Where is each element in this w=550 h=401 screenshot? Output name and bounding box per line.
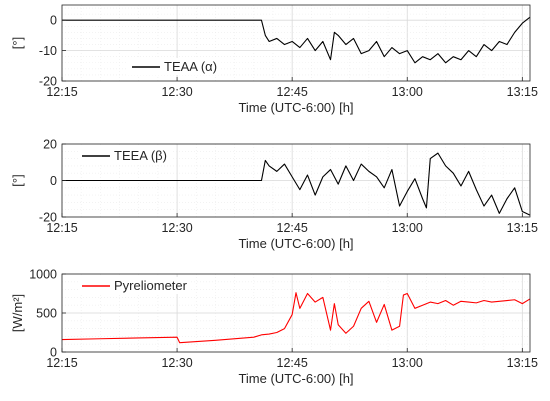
x-tick-label: 12:45 [277, 221, 308, 235]
x-tick-label: 13:00 [392, 356, 423, 370]
legend-label: TEEA (β) [114, 148, 167, 163]
y-tick-label: -20 [39, 211, 57, 225]
y-axis-label: [°] [10, 174, 25, 186]
y-tick-label: 0 [50, 346, 57, 360]
series-line [62, 16, 531, 64]
x-tick-label: 13:15 [507, 221, 538, 235]
series-line [61, 292, 531, 344]
x-tick-label: 12:30 [161, 356, 192, 370]
panel-alpha: 12:15 12:30 12:45 13:00 13:15 -20 -10 0 TEAA (α… [10, 4, 538, 115]
x-axis-label: Time (UTC-6:00) [h] [238, 371, 353, 386]
panel-pyr-legend: Pyreliometer [78, 277, 191, 294]
x-axis-label: Time (UTC-6:00) [h] [238, 100, 353, 115]
panel-beta-ticks: 12:15 12:30 12:45 13:00 13:15 -20 0 20 [39, 138, 538, 236]
panel-pyr: 12:15 12:30 12:45 13:00 13:15 0 500 1000 Pyreli… [10, 268, 538, 387]
x-tick-label: 12:30 [161, 85, 192, 99]
x-tick-label: 12:30 [161, 221, 192, 235]
panel-alpha-legend: TEAA (α) [128, 58, 222, 75]
legend-background [78, 147, 171, 164]
x-tick-label: 12:45 [277, 85, 308, 99]
panel-pyr-series [61, 292, 531, 344]
x-tick-label: 12:15 [46, 356, 77, 370]
x-tick-label: 12:15 [46, 85, 77, 99]
panel-alpha-series [62, 16, 531, 64]
legend-label: TEAA (α) [164, 59, 217, 74]
legend-background [128, 58, 222, 75]
panel-alpha-frame [61, 4, 531, 82]
x-tick-label: 13:15 [507, 85, 538, 99]
panel-pyr-ticks: 12:15 12:30 12:45 13:00 13:15 0 500 1000 [29, 268, 538, 371]
x-tick-label: 13:00 [392, 221, 423, 235]
y-tick-label: 0 [50, 174, 57, 188]
y-axis-label: [°] [10, 37, 25, 49]
x-tick-label: 13:00 [392, 85, 423, 99]
x-tick-label: 12:45 [277, 356, 308, 370]
legend-label: Pyreliometer [114, 278, 188, 293]
y-axis-label: [W/m²] [10, 294, 25, 332]
y-tick-label: 1000 [29, 268, 57, 282]
legend-background [78, 277, 191, 294]
y-tick-label: -10 [39, 44, 57, 58]
panel-beta-series [62, 152, 531, 216]
y-tick-label: 20 [43, 138, 57, 152]
panel-beta-legend: TEEA (β) [78, 147, 171, 164]
panel-alpha-ticks: 12:15 12:30 12:45 13:00 13:15 -20 -10 0 [39, 14, 538, 99]
x-tick-label: 12:15 [46, 221, 77, 235]
panel-beta: 12:15 12:30 12:45 13:00 13:15 -20 0 20 TEEA (β)… [10, 138, 538, 252]
y-tick-label: -20 [39, 75, 57, 89]
y-tick-label: 0 [50, 14, 57, 28]
x-axis-label: Time (UTC-6:00) [h] [238, 236, 353, 251]
series-line [62, 152, 531, 216]
x-tick-label: 13:15 [507, 356, 538, 370]
y-tick-label: 500 [36, 307, 57, 321]
